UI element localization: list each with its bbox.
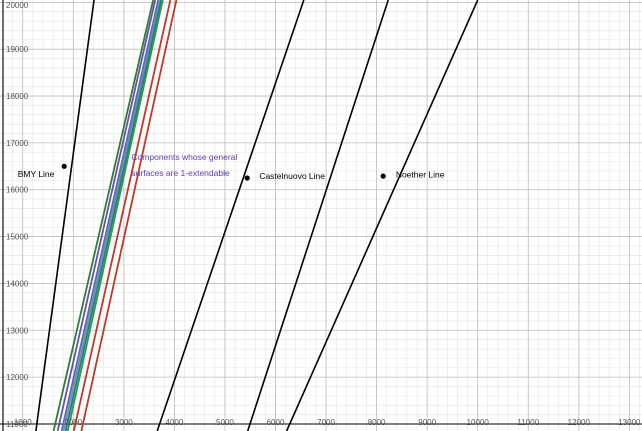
series-line [60,0,160,431]
series-line [156,0,305,431]
x-tick-label: 2000 [64,418,82,427]
series-line [246,0,389,431]
annotation-label: Noether Line [396,170,445,180]
y-tick-label: 20000 [6,1,29,10]
y-tick-label: 15000 [6,233,29,242]
annotations: BMY Line Castelnuovo Line Noether Line Comp… [18,152,445,181]
x-tick-label: 6000 [267,418,285,427]
series-line [66,0,164,431]
series-line [285,0,479,431]
marker-point [380,173,386,179]
y-tick-label: 19000 [6,45,29,54]
x-tick-label: 1000 [14,418,32,427]
series-line [56,0,157,431]
annotation-label: BMY Line [18,169,55,179]
y-tick-label: 14000 [6,279,29,288]
annotation-label: surfaces are 1-extendable [131,168,230,178]
series-line [64,0,163,431]
y-tick-label: 16000 [6,186,29,195]
x-tick-label: 12000 [568,418,591,427]
x-tick-label: 8000 [368,418,386,427]
series-line [35,0,95,431]
x-tick-label: 5000 [216,418,234,427]
x-tick-label: 9000 [418,418,436,427]
y-tick-label: 18000 [6,92,29,101]
x-tick-label: 13000 [618,418,641,427]
y-tick-label: 12000 [6,373,29,382]
series-line [52,0,155,431]
series-line [80,0,178,431]
marker-point [61,163,67,169]
tick-labels: 1000 2000 3000 4000 5000 6000 7000 8000 9000 1000… [6,1,641,429]
series-line [62,0,161,431]
annotation-label: Components whose general [131,152,237,162]
data-points [61,163,386,181]
series-line [72,0,172,431]
x-tick-label: 3000 [115,418,133,427]
y-tick-label: 17000 [6,139,29,148]
y-tick-label: 13000 [6,326,29,335]
marker-point [244,175,250,181]
annotation-label: Castelnuovo Line [259,171,325,181]
x-tick-label: 7000 [317,418,335,427]
y-tick-label: 11000 [6,420,28,429]
x-tick-label: 11000 [517,418,539,427]
x-tick-label: 10000 [467,418,490,427]
x-tick-label: 4000 [166,418,184,427]
series-lines [35,0,479,431]
